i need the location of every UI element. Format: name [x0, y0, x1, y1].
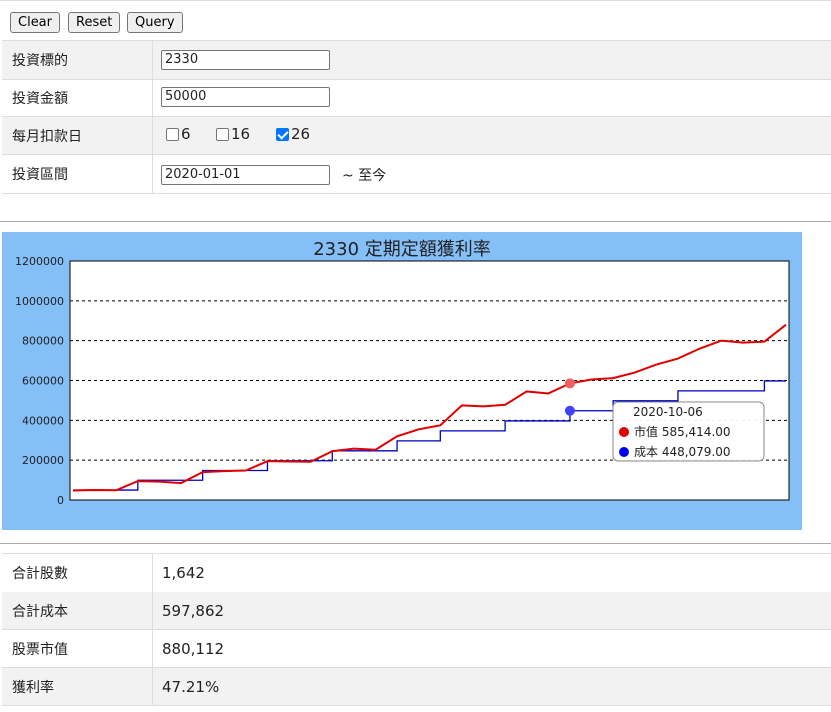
hover-point-market-value[interactable]	[564, 378, 575, 389]
tooltip-date: 2020-10-06	[633, 405, 703, 419]
result-row-market-value: 股票市值 880,112	[2, 630, 831, 668]
result-label: 合計成本	[12, 603, 68, 620]
day-label-6: 6	[181, 125, 191, 143]
result-value: 880,112	[162, 639, 225, 658]
day-label: 每月扣款日	[12, 128, 82, 145]
tooltip-swatch	[619, 447, 629, 457]
tooltip-item: 成本 448,079.00	[634, 445, 731, 459]
divider-bottom	[0, 543, 831, 544]
amount-label: 投資金額	[12, 90, 68, 107]
result-value: 597,862	[162, 601, 225, 620]
result-row-profit-rate: 獲利率 47.21%	[2, 668, 831, 706]
divider-top	[0, 221, 831, 222]
result-label: 合計股數	[12, 566, 68, 582]
amount-row: 投資金額 50000	[2, 79, 831, 117]
period-row: 投資區間 2020-01-01 ~ 至今	[2, 155, 831, 194]
day-checkbox-16[interactable]	[216, 128, 229, 141]
series-line-cost	[73, 380, 786, 491]
hover-point-cost[interactable]	[564, 405, 575, 416]
day-label-26: 26	[291, 125, 311, 143]
day-checkbox-26[interactable]	[276, 128, 289, 141]
y-tick-label: 800000	[22, 335, 64, 348]
period-label: 投資區間	[12, 167, 68, 183]
y-tick-label: 200000	[22, 454, 64, 467]
target-input[interactable]: 2330	[161, 50, 330, 70]
y-tick-label: 400000	[22, 414, 64, 427]
clear-button[interactable]: Clear	[10, 12, 60, 33]
profit-chart: 2330 定期定額獲利率 0 200000 400000 600000 800000 10…	[2, 232, 802, 530]
target-row: 投資標的 2330	[2, 40, 831, 80]
tooltip-box	[612, 401, 765, 462]
y-tick-label: 1000000	[15, 295, 64, 308]
reset-button[interactable]: Reset	[68, 12, 121, 33]
result-row-cost: 合計成本 597,862	[2, 592, 831, 630]
toolbar: Clear Reset Query	[0, 0, 831, 41]
day-label-16: 16	[231, 125, 251, 143]
query-button[interactable]: Query	[127, 12, 183, 33]
result-value: 1,642	[162, 564, 205, 582]
result-label: 股票市值	[12, 641, 68, 658]
period-suffix: ~ 至今	[342, 168, 387, 184]
y-tick-label: 1200000	[15, 255, 64, 268]
result-value: 47.21%	[162, 677, 220, 696]
result-label: 獲利率	[12, 679, 54, 696]
series-line-market-value	[72, 323, 787, 492]
day-row: 每月扣款日 6 16 26	[2, 117, 831, 155]
day-checkbox-6[interactable]	[166, 128, 179, 141]
target-label: 投資標的	[12, 53, 68, 69]
tooltip-swatch	[619, 427, 629, 437]
chart-svg: 2330 定期定額獲利率 0 200000 400000 600000 800000 10…	[15, 239, 790, 507]
chart-title: 2330 定期定額獲利率	[313, 239, 491, 260]
result-row-shares: 合計股數 1,642	[2, 553, 831, 593]
plot-area	[69, 260, 790, 501]
y-tick-label: 600000	[22, 375, 64, 388]
y-tick-label: 0	[57, 494, 64, 507]
period-start-input[interactable]: 2020-01-01	[161, 165, 330, 185]
amount-input[interactable]: 50000	[161, 87, 330, 107]
tooltip-item: 市值 585,414.00	[634, 424, 731, 439]
